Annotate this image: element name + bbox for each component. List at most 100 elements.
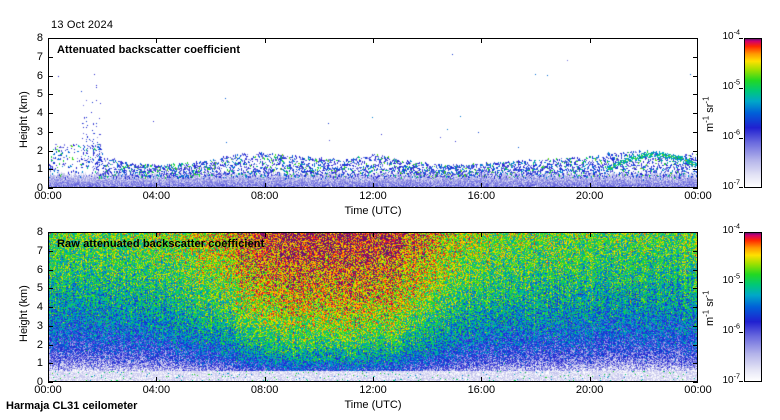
y-axis-label-bottom: Height (km) bbox=[18, 285, 30, 342]
colorbar-top bbox=[744, 38, 762, 188]
x-tick-mark bbox=[590, 377, 591, 382]
colorbar-unit-bottom: m-1 sr-1 bbox=[701, 290, 716, 326]
y-tick-mark bbox=[48, 345, 53, 346]
y-tick-label: 6 bbox=[36, 69, 43, 82]
y-tick-mark bbox=[48, 38, 53, 39]
y-tick-mark bbox=[48, 270, 53, 271]
x-tick-label: 08:00 bbox=[250, 384, 279, 396]
colorbar-unit-mid: sr bbox=[704, 103, 716, 116]
y-tick-mark bbox=[693, 326, 698, 327]
x-tick-label: 00:00 bbox=[684, 190, 712, 202]
x-tick-mark bbox=[481, 38, 482, 43]
y-tick-label: 2 bbox=[36, 144, 43, 157]
colorbar-tick-mantissa: 10 bbox=[722, 325, 734, 336]
colorbar-unit-top: m-1 sr-1 bbox=[701, 96, 716, 132]
heatmap-canvas-bottom bbox=[49, 233, 697, 381]
y-tick-mark bbox=[693, 38, 698, 39]
y-tick-label: 0 bbox=[36, 182, 43, 194]
y-tick-label: 5 bbox=[36, 282, 43, 295]
y-tick-label: 2 bbox=[36, 338, 43, 351]
y-tick-mark bbox=[48, 382, 53, 383]
y-tick-mark bbox=[48, 169, 53, 170]
y-tick-label: 1 bbox=[36, 163, 43, 176]
colorbar-tick-label: 10-5 bbox=[700, 273, 740, 286]
plot-panel-raw-backscatter bbox=[48, 232, 698, 382]
y-tick-label: 6 bbox=[36, 263, 43, 276]
colorbar-tick-label: 10-6 bbox=[700, 323, 740, 336]
y-tick-mark bbox=[48, 57, 53, 58]
y-tick-label: 5 bbox=[36, 88, 43, 101]
y-tick-mark bbox=[48, 363, 53, 364]
colorbar-tick-mark bbox=[739, 282, 743, 283]
y-tick-mark bbox=[693, 251, 698, 252]
colorbar-unit-exp1: -1 bbox=[701, 115, 711, 123]
colorbar-tick-exponent: -7 bbox=[733, 177, 740, 187]
x-tick-mark bbox=[265, 232, 266, 237]
x-tick-mark bbox=[373, 183, 374, 188]
y-tick-label: 3 bbox=[36, 319, 43, 332]
colorbar-unit-mid: sr bbox=[704, 297, 716, 310]
colorbar-tick-exponent: -4 bbox=[733, 27, 740, 37]
y-tick-mark bbox=[693, 113, 698, 114]
y-tick-mark bbox=[48, 113, 53, 114]
colorbar-tick-mark bbox=[739, 232, 743, 233]
y-tick-mark bbox=[693, 232, 698, 233]
y-tick-label: 8 bbox=[36, 32, 43, 44]
colorbar-tick-exponent: -5 bbox=[733, 271, 740, 281]
x-tick-mark bbox=[156, 232, 157, 237]
colorbar-tick-mantissa: 10 bbox=[722, 31, 734, 42]
y-tick-label: 4 bbox=[36, 107, 43, 119]
panel-title-top: Attenuated backscatter coefficient bbox=[57, 44, 241, 56]
y-tick-mark bbox=[48, 188, 53, 189]
x-axis-label-top: Time (UTC) bbox=[344, 205, 402, 217]
y-tick-mark bbox=[693, 307, 698, 308]
y-tick-mark bbox=[693, 132, 698, 133]
y-tick-mark bbox=[48, 326, 53, 327]
colorbar-tick-mantissa: 10 bbox=[722, 375, 734, 386]
y-tick-mark bbox=[693, 57, 698, 58]
y-tick-mark bbox=[48, 232, 53, 233]
x-tick-mark bbox=[265, 38, 266, 43]
y-tick-mark bbox=[693, 382, 698, 383]
x-tick-mark bbox=[156, 38, 157, 43]
colorbar-gradient-bottom bbox=[745, 233, 761, 381]
x-tick-mark bbox=[265, 183, 266, 188]
y-tick-mark bbox=[693, 288, 698, 289]
colorbar-tick-label: 10-4 bbox=[700, 29, 740, 42]
y-tick-label: 0 bbox=[36, 376, 43, 388]
y-tick-label: 3 bbox=[36, 125, 43, 138]
y-tick-mark bbox=[693, 188, 698, 189]
x-tick-mark bbox=[156, 183, 157, 188]
x-tick-label: 20:00 bbox=[575, 384, 604, 396]
colorbar-gradient-top bbox=[745, 39, 761, 187]
y-tick-mark bbox=[693, 169, 698, 170]
colorbar-tick-mark bbox=[739, 332, 743, 333]
colorbar-tick-mantissa: 10 bbox=[722, 131, 734, 142]
colorbar-tick-mantissa: 10 bbox=[722, 81, 734, 92]
x-tick-mark bbox=[590, 38, 591, 43]
colorbar-tick-label: 10-7 bbox=[700, 373, 740, 386]
figure-caption: Harmaja CL31 ceilometer bbox=[6, 400, 138, 412]
x-axis-label-bottom: Time (UTC) bbox=[344, 399, 402, 411]
colorbar-tick-mark bbox=[739, 88, 743, 89]
x-tick-mark bbox=[373, 232, 374, 237]
y-tick-mark bbox=[48, 76, 53, 77]
colorbar-tick-exponent: -7 bbox=[733, 371, 740, 381]
colorbar-unit-exp1: -1 bbox=[701, 309, 711, 317]
colorbar-tick-label: 10-6 bbox=[700, 129, 740, 142]
y-axis-label-top: Height (km) bbox=[18, 91, 30, 148]
colorbar-unit-exp2: -1 bbox=[701, 290, 711, 298]
y-tick-label: 4 bbox=[36, 301, 43, 313]
y-tick-label: 1 bbox=[36, 357, 43, 370]
x-tick-label: 16:00 bbox=[467, 190, 496, 202]
y-tick-mark bbox=[693, 151, 698, 152]
colorbar-unit-base: m bbox=[704, 122, 716, 132]
x-tick-mark bbox=[590, 232, 591, 237]
colorbar-unit-exp2: -1 bbox=[701, 96, 711, 104]
x-tick-mark bbox=[590, 183, 591, 188]
colorbar-tick-mantissa: 10 bbox=[722, 181, 734, 192]
plot-panel-attenuated-backscatter bbox=[48, 38, 698, 188]
x-tick-mark bbox=[481, 377, 482, 382]
colorbar-tick-exponent: -5 bbox=[733, 77, 740, 87]
y-tick-mark bbox=[48, 307, 53, 308]
